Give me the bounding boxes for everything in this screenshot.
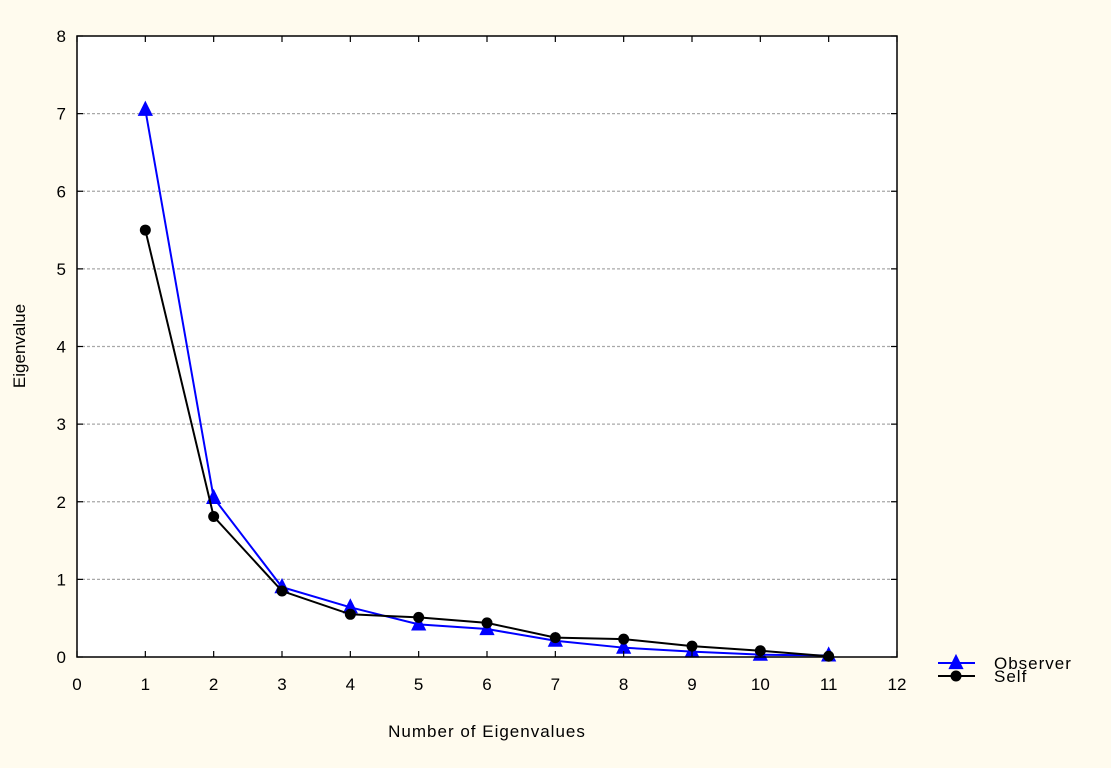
y-tick-label: 8: [57, 27, 66, 46]
legend-marker: [950, 670, 962, 682]
legend-item-self: Self: [938, 667, 1027, 686]
y-tick-label: 6: [57, 182, 66, 201]
x-tick-label: 5: [414, 675, 423, 694]
point-observer: [411, 615, 427, 631]
y-tick-label: 3: [57, 415, 66, 434]
grid-lines: [77, 113, 897, 580]
y-tick-label: 2: [57, 493, 66, 512]
series-self: [139, 224, 835, 662]
y-tick-label: 0: [57, 648, 66, 667]
y-tick-label: 5: [57, 260, 66, 279]
y-tick-label: 4: [57, 338, 66, 357]
x-tick-label: 1: [141, 675, 150, 694]
point-self: [686, 640, 698, 652]
point-self: [413, 611, 425, 623]
point-self: [618, 633, 630, 645]
point-self: [549, 632, 561, 644]
x-tick-label: 9: [687, 675, 696, 694]
x-tick-label: 7: [551, 675, 560, 694]
point-self: [208, 510, 220, 522]
x-tick-label: 10: [751, 675, 770, 694]
point-self: [276, 585, 288, 597]
legend-label: Observer: [994, 654, 1072, 673]
point-self: [481, 617, 493, 629]
x-tick-label: 2: [209, 675, 218, 694]
legend-label: Self: [994, 667, 1027, 686]
y-axis-title: Eigenvalue: [10, 304, 29, 388]
point-self: [754, 645, 766, 657]
legend-item-observer: Observer: [938, 653, 1072, 673]
point-self: [344, 608, 356, 620]
legend-marker: [948, 653, 964, 670]
x-tick-label: 6: [482, 675, 491, 694]
y-tick-label: 1: [57, 570, 66, 589]
x-tick-label: 11: [820, 675, 838, 694]
x-axis-title: Number of Eigenvalues: [388, 722, 586, 741]
y-tick-label: 7: [57, 105, 66, 124]
x-tick-label: 12: [888, 675, 907, 694]
point-observer: [137, 100, 153, 116]
x-tick-label: 8: [619, 675, 628, 694]
x-tick-label: 3: [277, 675, 286, 694]
x-tick-label: 4: [346, 675, 355, 694]
series-lines: [137, 100, 837, 662]
x-tick-label: 0: [72, 675, 81, 694]
point-self: [139, 224, 151, 236]
